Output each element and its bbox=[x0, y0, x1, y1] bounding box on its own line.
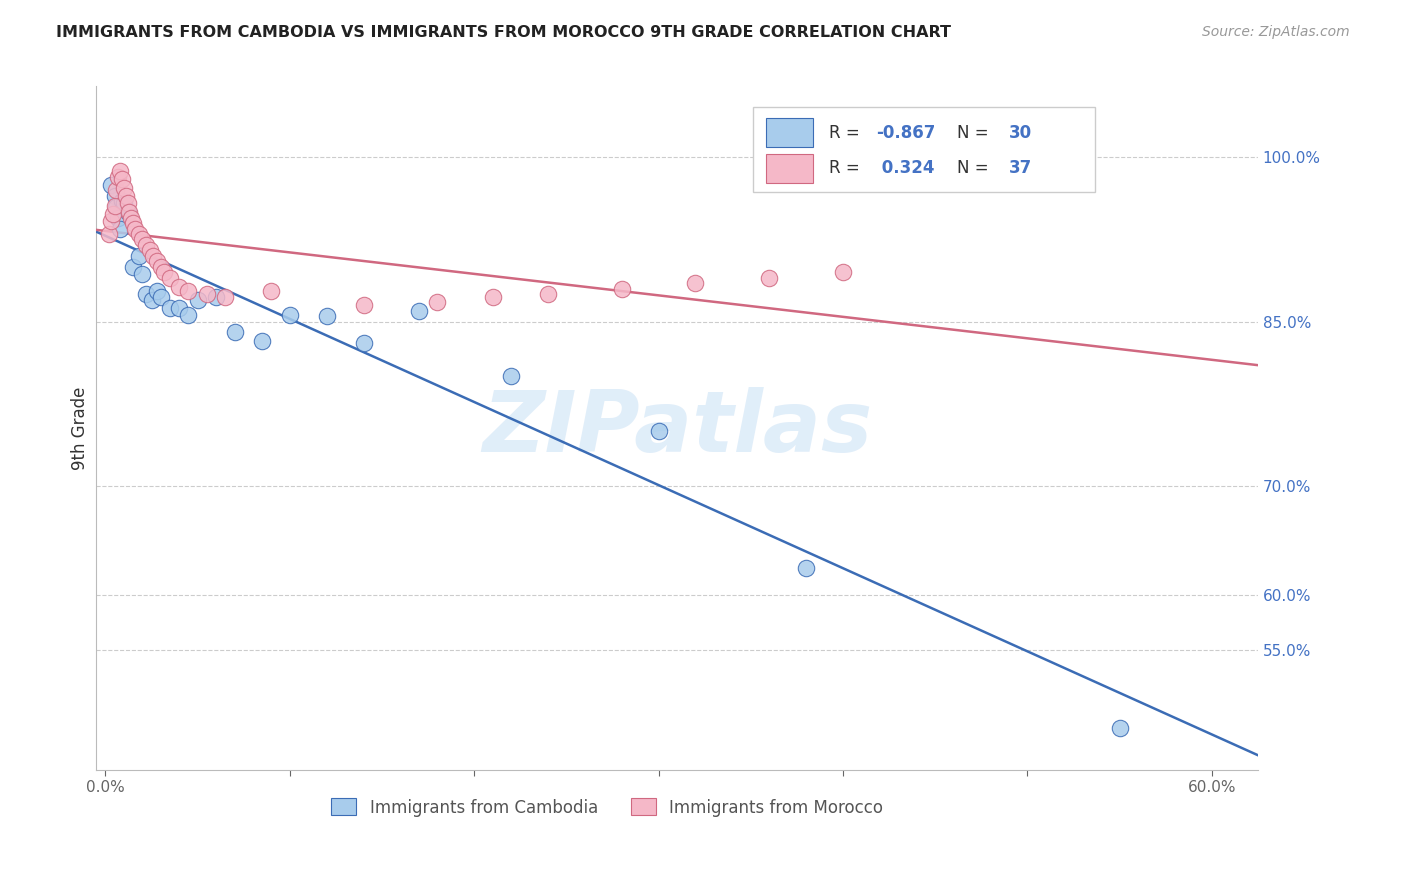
Point bbox=[224, 326, 246, 340]
Point bbox=[537, 287, 560, 301]
Point bbox=[278, 308, 301, 322]
Point bbox=[112, 181, 135, 195]
Point bbox=[187, 293, 209, 307]
Text: Source: ZipAtlas.com: Source: ZipAtlas.com bbox=[1202, 25, 1350, 39]
Point bbox=[100, 178, 122, 192]
Point bbox=[159, 270, 181, 285]
Text: N =: N = bbox=[957, 123, 988, 142]
Text: ZIPatlas: ZIPatlas bbox=[482, 386, 872, 470]
Y-axis label: 9th Grade: 9th Grade bbox=[72, 386, 89, 470]
Point bbox=[101, 207, 124, 221]
Point bbox=[142, 249, 165, 263]
Point bbox=[408, 303, 430, 318]
Point bbox=[758, 270, 780, 285]
Point bbox=[141, 293, 163, 307]
Point bbox=[315, 309, 337, 323]
Point bbox=[100, 214, 122, 228]
Point bbox=[153, 265, 176, 279]
Text: 30: 30 bbox=[1010, 123, 1032, 142]
FancyBboxPatch shape bbox=[752, 107, 1095, 193]
Text: IMMIGRANTS FROM CAMBODIA VS IMMIGRANTS FROM MOROCCO 9TH GRADE CORRELATION CHART: IMMIGRANTS FROM CAMBODIA VS IMMIGRANTS F… bbox=[56, 25, 952, 40]
Text: 0.324: 0.324 bbox=[876, 160, 934, 178]
Point bbox=[104, 198, 127, 212]
Text: R =: R = bbox=[830, 123, 860, 142]
Point bbox=[146, 254, 169, 268]
Point bbox=[135, 238, 157, 252]
Point bbox=[149, 260, 172, 274]
Point bbox=[108, 221, 131, 235]
Point bbox=[159, 301, 181, 316]
Point bbox=[794, 560, 817, 574]
Point bbox=[117, 196, 139, 211]
Point bbox=[832, 265, 855, 279]
Point bbox=[131, 232, 153, 246]
Text: -0.867: -0.867 bbox=[876, 123, 935, 142]
Text: R =: R = bbox=[830, 160, 860, 178]
Legend: Immigrants from Cambodia, Immigrants from Morocco: Immigrants from Cambodia, Immigrants fro… bbox=[325, 792, 890, 823]
Point bbox=[195, 287, 218, 301]
Point bbox=[138, 244, 160, 258]
Point bbox=[104, 188, 127, 202]
Point bbox=[353, 336, 375, 351]
Point bbox=[135, 287, 157, 301]
Point bbox=[1108, 722, 1130, 736]
Point bbox=[122, 216, 145, 230]
Point bbox=[108, 163, 131, 178]
Point bbox=[105, 183, 128, 197]
Point bbox=[122, 260, 145, 274]
Point bbox=[177, 284, 200, 298]
Point bbox=[117, 205, 139, 219]
Point bbox=[610, 282, 633, 296]
Point bbox=[120, 211, 142, 225]
Text: N =: N = bbox=[957, 160, 988, 178]
Bar bbox=[766, 118, 813, 147]
Point bbox=[167, 279, 190, 293]
Point bbox=[111, 194, 134, 209]
Text: 37: 37 bbox=[1010, 160, 1032, 178]
Point bbox=[685, 277, 707, 291]
Point bbox=[131, 268, 153, 282]
Point bbox=[647, 424, 669, 438]
Point bbox=[112, 196, 135, 211]
Point bbox=[353, 298, 375, 312]
Point bbox=[146, 284, 169, 298]
Point bbox=[205, 290, 228, 304]
Point bbox=[481, 290, 503, 304]
Point bbox=[107, 211, 129, 225]
Point bbox=[114, 188, 136, 202]
Point bbox=[260, 284, 283, 298]
Point bbox=[128, 227, 150, 241]
Bar bbox=[766, 154, 813, 183]
Point bbox=[177, 308, 200, 322]
Point bbox=[214, 290, 236, 304]
Point bbox=[426, 294, 449, 309]
Point bbox=[98, 227, 121, 241]
Point bbox=[499, 369, 522, 384]
Point bbox=[167, 301, 190, 316]
Point bbox=[250, 334, 273, 349]
Point bbox=[124, 221, 146, 235]
Point bbox=[128, 249, 150, 263]
Point bbox=[149, 290, 172, 304]
Point bbox=[105, 200, 128, 214]
Point bbox=[118, 205, 141, 219]
Point bbox=[111, 172, 134, 186]
Point bbox=[107, 170, 129, 185]
